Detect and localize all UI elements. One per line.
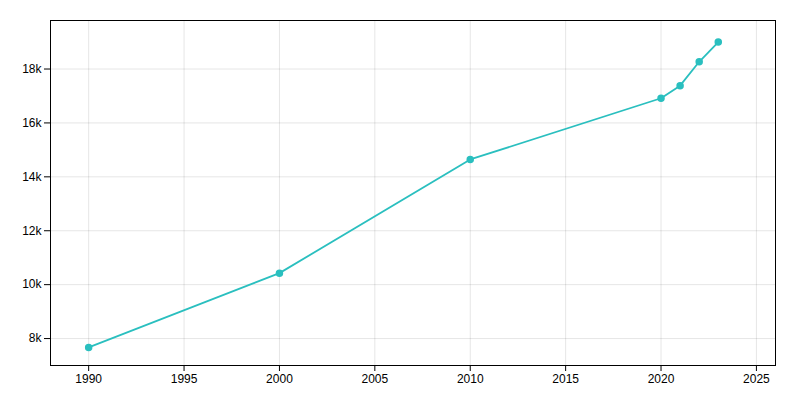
- svg-text:14k: 14k: [22, 170, 42, 184]
- svg-text:10k: 10k: [22, 277, 42, 291]
- svg-text:1995: 1995: [171, 372, 198, 386]
- svg-text:2015: 2015: [552, 372, 579, 386]
- svg-text:8k: 8k: [29, 331, 43, 345]
- svg-text:2000: 2000: [266, 372, 293, 386]
- svg-text:2005: 2005: [361, 372, 388, 386]
- svg-text:16k: 16k: [22, 116, 42, 130]
- svg-text:2010: 2010: [457, 372, 484, 386]
- svg-text:1990: 1990: [75, 372, 102, 386]
- svg-text:18k: 18k: [22, 62, 42, 76]
- svg-text:2020: 2020: [648, 372, 675, 386]
- svg-text:12k: 12k: [22, 224, 42, 238]
- svg-text:2025: 2025: [743, 372, 770, 386]
